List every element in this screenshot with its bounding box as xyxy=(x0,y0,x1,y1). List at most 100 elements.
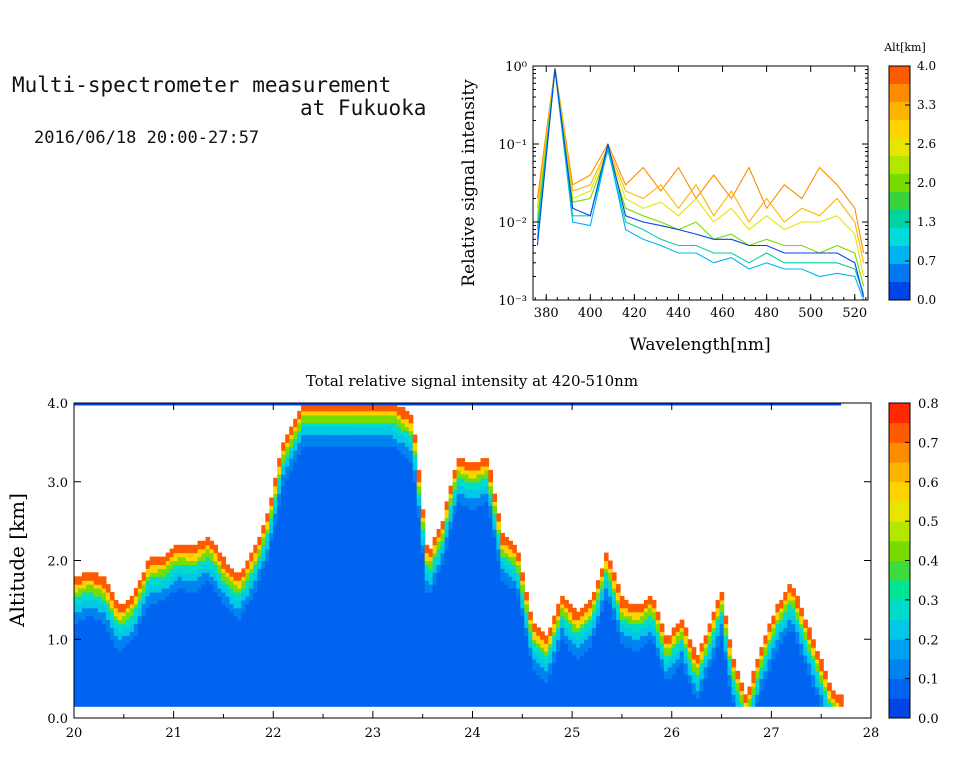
heatmap-cell xyxy=(388,662,394,668)
heatmap-cell xyxy=(177,615,183,621)
heatmap-cell xyxy=(432,603,438,609)
heatmap-cell xyxy=(293,643,298,648)
heatmap-cell xyxy=(165,702,171,707)
heatmap-cell xyxy=(368,702,374,707)
heatmap-cell xyxy=(420,595,426,601)
heatmap-cell xyxy=(329,690,334,695)
heatmap-cell xyxy=(293,532,298,538)
heatmap-cell xyxy=(261,678,266,684)
heatmap-cell xyxy=(412,532,418,538)
heatmap-cell xyxy=(372,674,378,680)
heatmap-cell xyxy=(360,580,366,585)
heatmap-cell xyxy=(329,469,334,475)
heatmap-cell xyxy=(185,674,191,680)
heatmap-cell xyxy=(321,454,326,459)
heatmap-cell xyxy=(368,418,374,424)
heatmap-cell xyxy=(388,658,394,664)
heatmap-cell xyxy=(113,607,119,613)
heatmap-cell xyxy=(145,623,151,628)
heatmap-cell xyxy=(352,655,358,660)
heatmap-cell xyxy=(157,611,163,617)
heatmap-cell xyxy=(237,690,242,695)
heatmap-cell xyxy=(400,525,406,530)
heatmap-cell xyxy=(293,655,298,660)
heatmap-cell xyxy=(356,536,362,542)
heatmap-cell xyxy=(169,647,175,652)
spectrum-series-line xyxy=(536,69,865,294)
heatmap-cell xyxy=(313,548,318,554)
heatmap-cell xyxy=(380,418,386,424)
heatmap-cell xyxy=(396,647,402,652)
heatmap-cell xyxy=(392,662,398,668)
heatmap-cell xyxy=(396,410,402,416)
heatmap-cell xyxy=(241,568,246,573)
heatmap-cell xyxy=(349,525,354,530)
heatmap-cell xyxy=(416,536,422,542)
heatmap-cell xyxy=(173,623,179,628)
heatmap-cell xyxy=(117,662,123,668)
heatmap-cell xyxy=(436,643,442,648)
heatmap-cell xyxy=(392,446,398,451)
heatmap-cell xyxy=(277,540,282,546)
heatmap-cell xyxy=(404,607,410,613)
heatmap-cell xyxy=(169,670,175,676)
heatmap-cell xyxy=(82,662,87,668)
heatmap-cell xyxy=(285,473,290,479)
heatmap-cell xyxy=(241,588,246,593)
heatmap-cell xyxy=(285,690,290,695)
heatmap-cell xyxy=(209,564,215,569)
heatmap-cell xyxy=(364,682,370,688)
heatmap-cell xyxy=(321,607,326,613)
heatmap-cell xyxy=(297,560,302,565)
heatmap-cell xyxy=(376,615,382,621)
heatmap-cell xyxy=(78,690,83,695)
heatmap-cell xyxy=(321,651,326,656)
heatmap-cell xyxy=(293,426,298,432)
heatmap-cell xyxy=(133,690,139,695)
heatmap-cell xyxy=(301,603,306,609)
heatmap-cell xyxy=(101,619,107,625)
heatmap-cell xyxy=(396,532,402,538)
heatmap-cell xyxy=(364,674,370,680)
heatmap-cell xyxy=(337,643,342,648)
heatmap-cell xyxy=(78,627,83,632)
heatmap-cell xyxy=(297,568,302,573)
heatmap-cell xyxy=(117,694,123,699)
heatmap-cell xyxy=(333,560,338,565)
heatmap-cell xyxy=(329,655,334,660)
heatmap-cell xyxy=(404,513,410,518)
heatmap-cell xyxy=(356,698,362,703)
heatmap-cell xyxy=(392,670,398,676)
heatmap-cell xyxy=(400,406,406,412)
heatmap-cell xyxy=(376,686,382,691)
heatmap-cell xyxy=(205,592,211,597)
heatmap-cell xyxy=(229,592,234,597)
heatmap-cell xyxy=(400,466,406,471)
heatmap-cell xyxy=(349,414,354,420)
heatmap-cell xyxy=(400,643,406,648)
heatmap-cell xyxy=(129,658,135,664)
heatmap-cell xyxy=(345,509,350,514)
heatmap-cell xyxy=(309,607,314,613)
heatmap-cell xyxy=(352,450,358,455)
heatmap-cell xyxy=(241,694,246,699)
heatmap-cell xyxy=(337,560,342,565)
heatmap-cell xyxy=(360,458,366,463)
heatmap-cell xyxy=(133,698,139,703)
heatmap-cell xyxy=(253,544,258,550)
heatmap-cell xyxy=(349,477,354,483)
heatmap-cell xyxy=(313,466,318,471)
heatmap-cell xyxy=(364,556,370,562)
heatmap-cell xyxy=(201,694,207,699)
heatmap-cell xyxy=(416,497,422,502)
heatmap-cell xyxy=(400,493,406,499)
heatmap-cell xyxy=(157,595,163,601)
heatmap-cell xyxy=(392,666,398,672)
heatmap-cell xyxy=(352,651,358,656)
heatmap-cell xyxy=(153,643,159,648)
heatmap-cell xyxy=(400,552,406,558)
heatmap-cell xyxy=(364,643,370,648)
heatmap-cell xyxy=(408,568,414,573)
heatmap-cell xyxy=(420,607,426,613)
heatmap-cell xyxy=(301,481,306,487)
